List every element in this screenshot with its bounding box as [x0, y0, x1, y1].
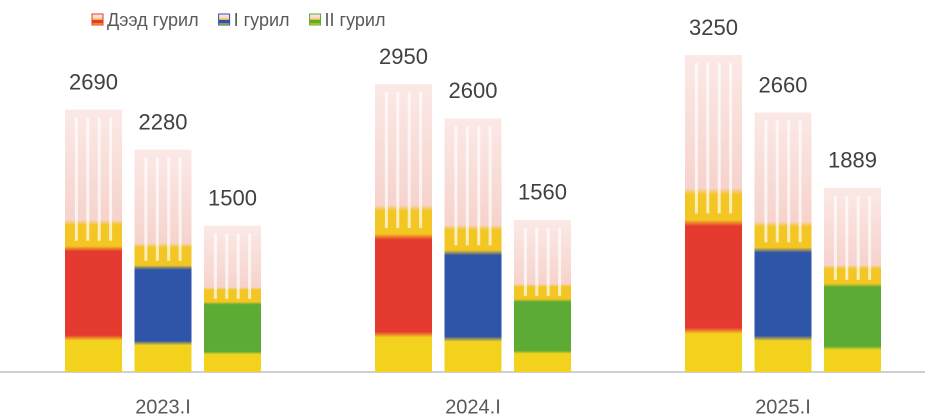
legend-label: Дээд гурил	[107, 10, 199, 30]
legend-swatch	[91, 13, 104, 26]
data-label: 2690	[69, 69, 118, 94]
data-label: 1889	[828, 148, 877, 173]
bar	[444, 118, 502, 373]
legend-swatch	[309, 13, 322, 26]
legend-swatch	[218, 13, 231, 26]
bar	[375, 84, 432, 372]
x-tick-label: 2025.I	[755, 396, 811, 418]
bar	[754, 112, 812, 372]
bar	[514, 219, 571, 372]
legend-label: I гурил	[234, 10, 290, 30]
data-label: 2280	[139, 109, 188, 134]
data-label: 2600	[449, 78, 498, 103]
data-label: 1560	[518, 180, 567, 205]
legend-label: II гурил	[325, 10, 386, 30]
data-label: 2950	[379, 44, 428, 69]
bar	[685, 55, 742, 372]
x-tick-label: 2024.I	[445, 396, 501, 418]
data-label: 1500	[208, 186, 257, 211]
bar	[824, 187, 881, 372]
bar	[65, 109, 122, 373]
data-label: 2660	[759, 72, 808, 97]
data-label: 3250	[689, 15, 738, 40]
x-tick-label: 2023.I	[135, 396, 191, 418]
bar	[204, 225, 261, 372]
bar	[134, 149, 192, 372]
